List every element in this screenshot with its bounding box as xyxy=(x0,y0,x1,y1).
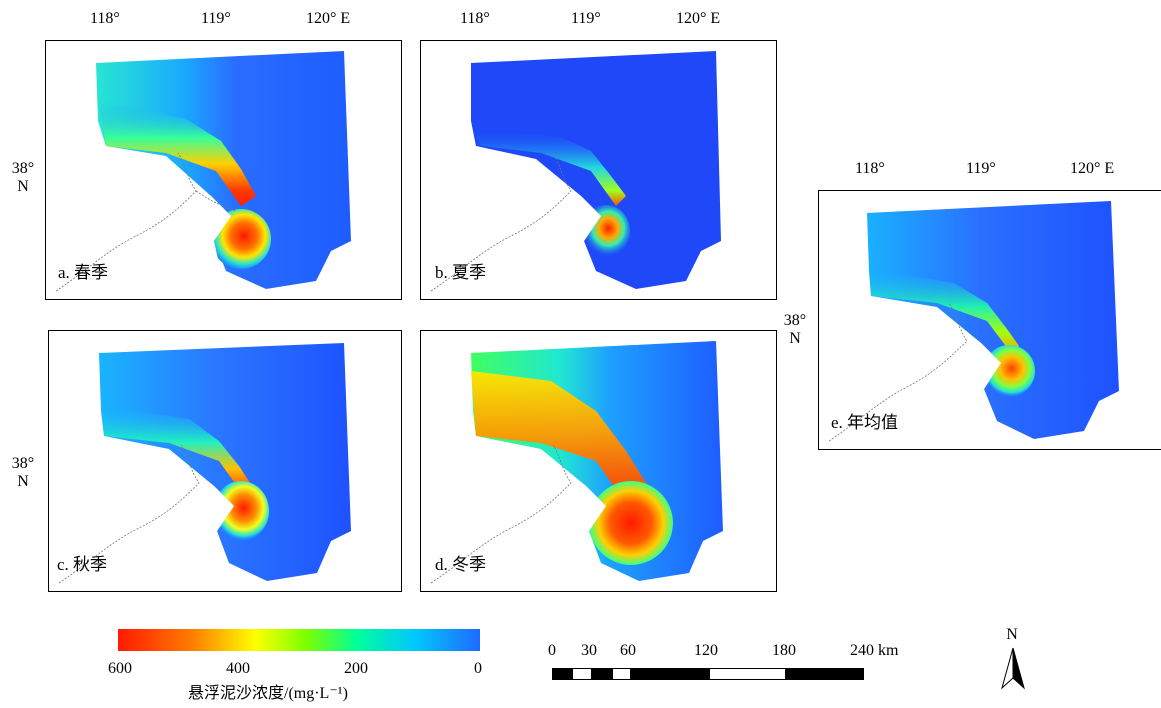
north-label: N xyxy=(1006,626,1018,643)
lon-tick-120-a: 120° E xyxy=(306,10,351,27)
coastline xyxy=(58,444,200,584)
lon-tick-119-a: 119° xyxy=(201,10,231,27)
legend-tick-200: 200 xyxy=(344,660,368,677)
panel-label-annual: e. 年均值 xyxy=(831,413,899,432)
land-area xyxy=(49,436,234,591)
lon-tick-118-b: 118° xyxy=(460,10,490,27)
lon-tick-118-a: 118° xyxy=(90,10,120,27)
scale-tick-30: 30 xyxy=(581,642,597,659)
map-panel-spring: a. 春季 xyxy=(45,40,402,300)
panel-label-spring: a. 春季 xyxy=(58,263,109,282)
coastal-turbidity xyxy=(471,371,651,511)
map-panel-winter: d. 冬季 xyxy=(420,330,777,592)
panel-label-summer: b. 夏季 xyxy=(435,263,486,282)
land-area xyxy=(421,146,601,299)
panel-label-winter: d. 冬季 xyxy=(435,555,486,574)
map-panel-autumn: c. 秋季 xyxy=(48,330,402,592)
coastline xyxy=(430,444,572,584)
coastal-turbidity xyxy=(98,101,256,206)
scale-tick-60: 60 xyxy=(620,642,636,659)
scale-tick-120: 120 xyxy=(694,642,718,659)
color-legend-bar xyxy=(118,629,480,651)
scale-tick-240: 240 km xyxy=(850,642,899,659)
coastline xyxy=(430,152,572,292)
coastline xyxy=(55,152,197,292)
land-area xyxy=(819,296,1001,449)
coastal-turbidity xyxy=(869,269,1019,353)
land-area xyxy=(46,146,231,299)
lat-tick-38-c: 38° N xyxy=(11,455,35,490)
legend-tick-400: 400 xyxy=(226,660,250,677)
legend-tick-600: 600 xyxy=(108,660,132,677)
coastal-turbidity xyxy=(473,129,626,206)
coastline xyxy=(828,302,968,442)
legend-title: 悬浮泥沙浓度/(mg·L⁻¹) xyxy=(188,685,348,702)
bay-turbidity xyxy=(211,209,271,269)
lon-tick-119-b: 119° xyxy=(571,10,601,27)
scale-tick-180: 180 xyxy=(772,642,796,659)
lon-tick-118-e: 118° xyxy=(855,160,885,177)
scale-tick-0: 0 xyxy=(548,642,556,659)
north-arrow-icon xyxy=(1000,646,1026,695)
lon-tick-119-e: 119° xyxy=(966,160,996,177)
lat-tick-38-e: 38° N xyxy=(783,312,807,347)
lat-tick-38-a: 38° N xyxy=(11,160,35,195)
coastal-turbidity xyxy=(101,406,254,496)
land-area xyxy=(421,436,606,591)
map-panel-summer: b. 夏季 xyxy=(420,40,777,300)
lon-tick-120-e: 120° E xyxy=(1070,160,1115,177)
bay-turbidity xyxy=(589,481,673,565)
bay-turbidity xyxy=(213,481,269,541)
legend-tick-0: 0 xyxy=(474,660,482,677)
panel-label-autumn: c. 秋季 xyxy=(57,555,108,574)
map-panel-annual: e. 年均值 xyxy=(818,190,1161,450)
lon-tick-120-b: 120° E xyxy=(676,10,721,27)
